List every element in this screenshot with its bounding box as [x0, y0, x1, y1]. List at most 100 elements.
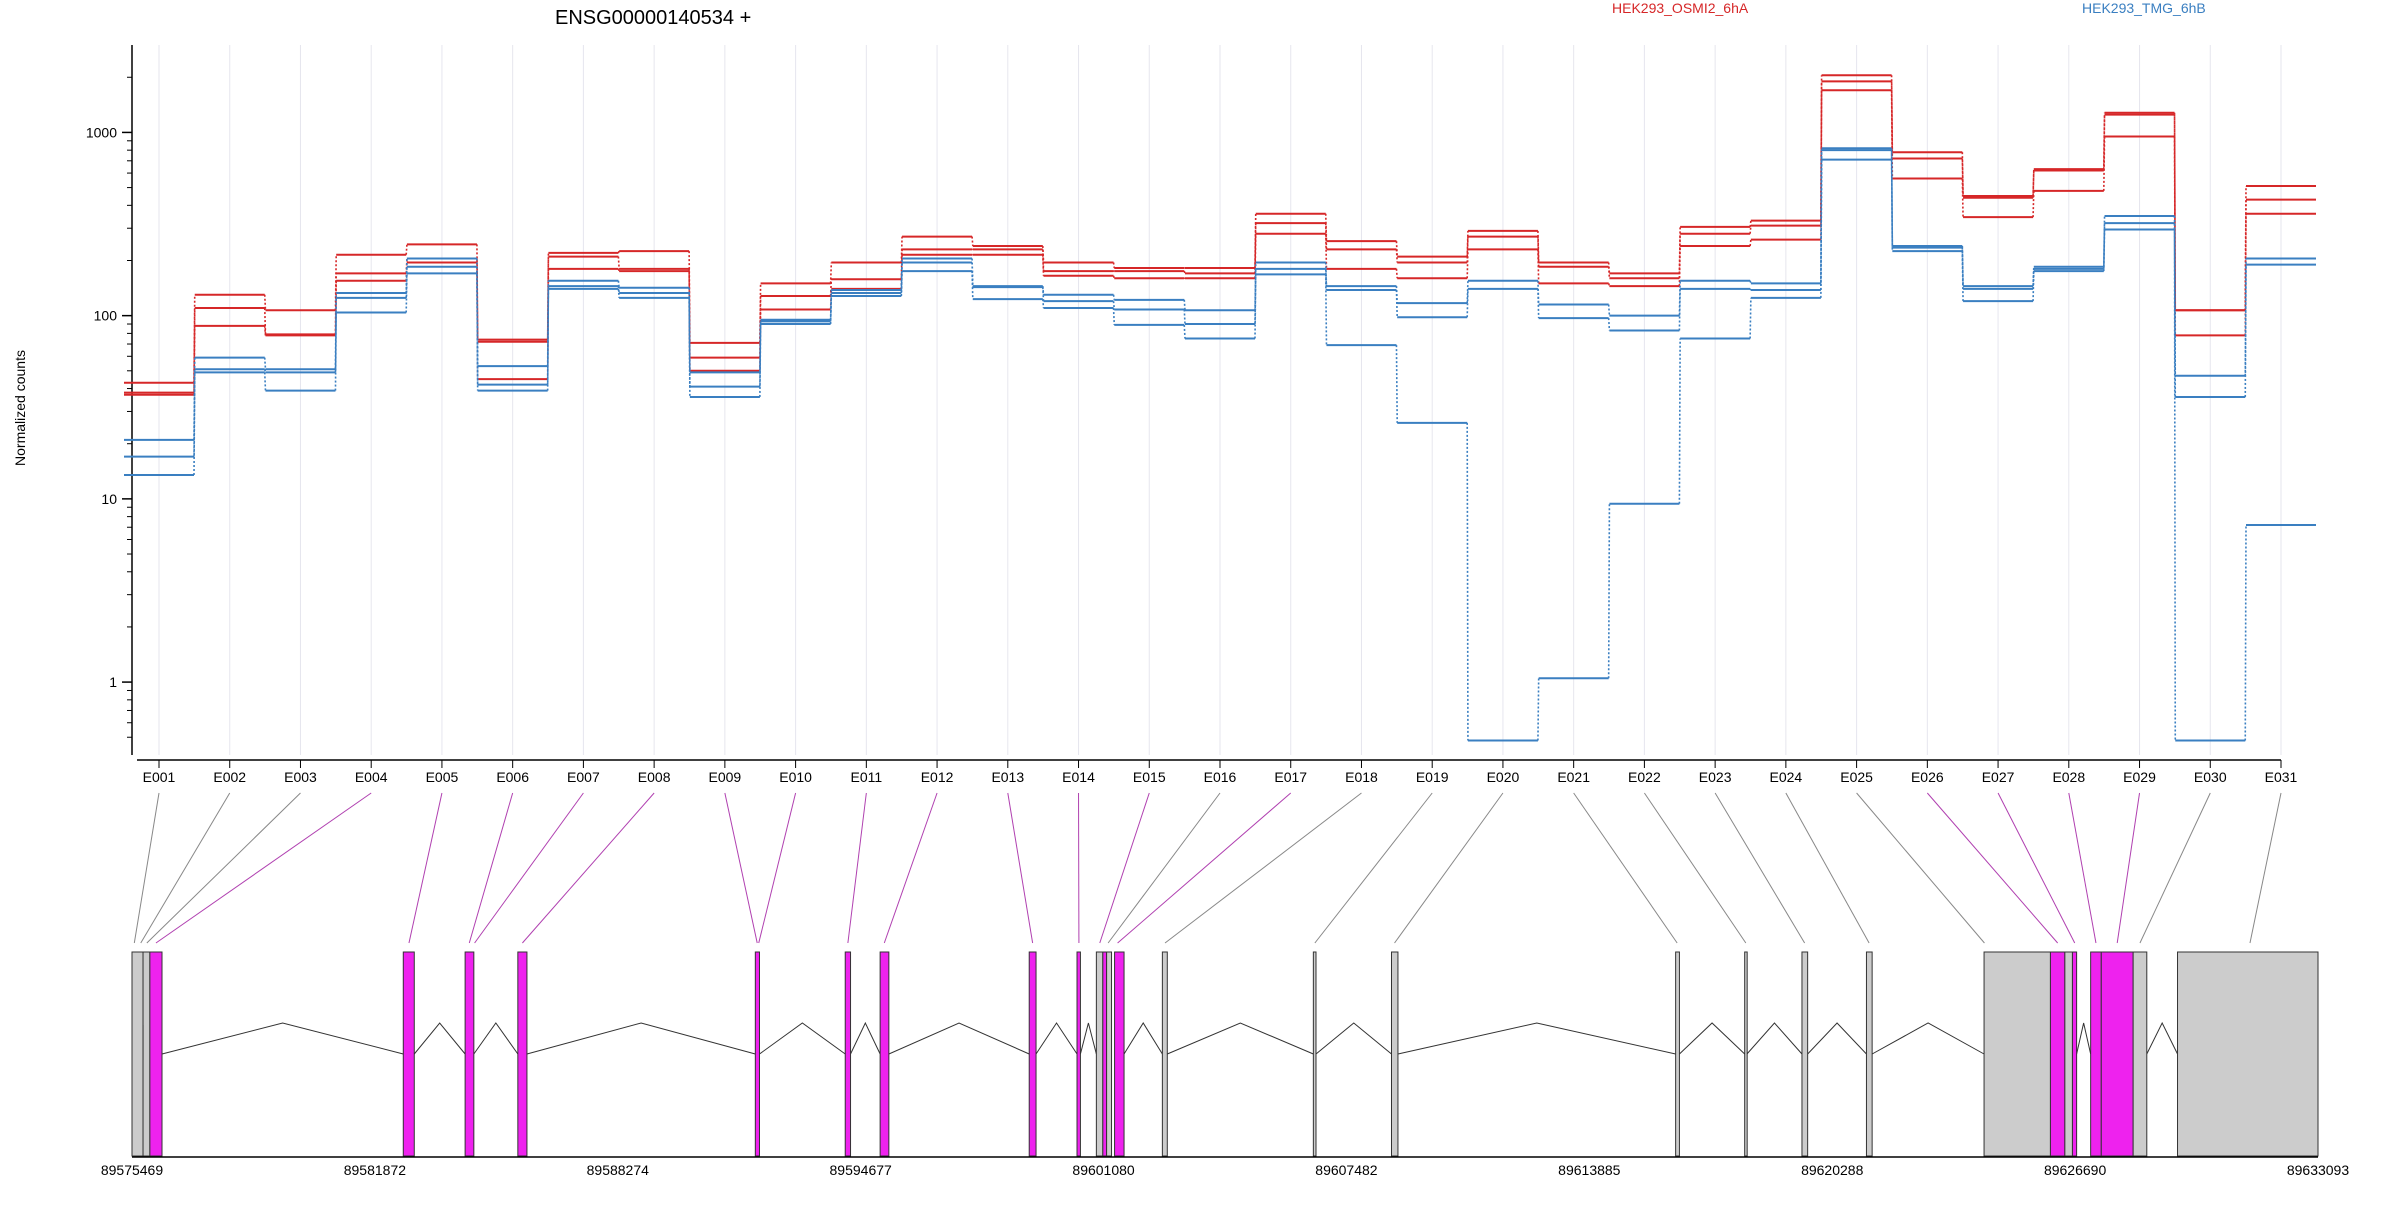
series-connector — [1538, 678, 1539, 740]
y-tick-label: 100 — [94, 308, 118, 324]
genome-tick-label: 89575469 — [101, 1162, 164, 1178]
x-tick-label: E009 — [709, 769, 742, 785]
series-connector — [1043, 299, 1044, 308]
bin-connector — [141, 793, 230, 943]
series-connector — [2245, 525, 2246, 740]
x-tick-label: E029 — [2123, 769, 2156, 785]
series-connector — [1750, 298, 1751, 339]
intron — [851, 1023, 881, 1054]
bin-connector — [2250, 793, 2281, 943]
series-connector — [1750, 221, 1751, 227]
legend-entry-tmg: HEK293_TMG_6hB — [2082, 0, 2206, 16]
intron — [1080, 1023, 1096, 1054]
x-tick-label: E005 — [426, 769, 459, 785]
series-connector — [1114, 276, 1115, 278]
bin-connector — [409, 793, 442, 943]
series-connector — [1396, 345, 1397, 423]
series-connector — [265, 295, 266, 310]
x-tick-label: E026 — [1911, 769, 1944, 785]
exon — [2133, 952, 2147, 1156]
intron — [2147, 1023, 2178, 1054]
exon-highlighted — [1029, 952, 1036, 1156]
bin-connector — [1644, 793, 1745, 943]
genome-tick-label: 89613885 — [1558, 1162, 1621, 1178]
exon-highlighted — [2101, 952, 2133, 1156]
series-connector — [618, 289, 619, 298]
intron — [1747, 1023, 1802, 1054]
grid-layer — [159, 45, 2281, 755]
x-tick-label: E019 — [1416, 769, 1449, 785]
series-connector — [1609, 305, 1610, 316]
series-connector — [1750, 240, 1751, 246]
series-connector — [1396, 249, 1397, 262]
x-tick-label: E011 — [850, 769, 882, 785]
x-tick-label: E023 — [1699, 769, 1732, 785]
exon-highlighted — [2050, 952, 2064, 1156]
exon-highlighted — [403, 952, 414, 1156]
y-tick-label: 1000 — [86, 124, 117, 140]
series-connector — [1609, 318, 1610, 330]
bin-connector — [2069, 793, 2096, 943]
exon — [1984, 952, 2050, 1156]
series-connector — [618, 251, 619, 253]
intron — [162, 1023, 403, 1054]
connector-layer — [134, 793, 2281, 943]
x-tick-label: E007 — [567, 769, 600, 785]
x-tick-label: E024 — [1770, 769, 1803, 785]
bin-connector — [1395, 793, 1503, 943]
legend-entry-osmi2: HEK293_OSMI2_6hA — [1612, 0, 1749, 16]
x-tick-label: E012 — [921, 769, 954, 785]
series-connector — [1396, 269, 1397, 278]
series-connector — [1396, 290, 1397, 317]
series-connector — [1609, 267, 1610, 279]
series-connector — [1114, 308, 1115, 325]
x-tick-label: E010 — [779, 769, 812, 785]
x-tick-label: E030 — [2194, 769, 2227, 785]
x-tick-label: E027 — [1982, 769, 2015, 785]
series-connector — [1184, 300, 1185, 310]
x-tick-label: E028 — [2052, 769, 2085, 785]
exon — [143, 952, 150, 1156]
exon — [1866, 952, 1872, 1156]
intron — [2077, 1023, 2091, 1054]
bin-connector — [1857, 793, 1985, 943]
x-tick-label: E013 — [991, 769, 1024, 785]
series-connector — [1467, 249, 1468, 278]
x-tick-label: E006 — [496, 769, 529, 785]
exon — [1802, 952, 1808, 1156]
exon — [1313, 952, 1316, 1156]
x-tick-label: E015 — [1133, 769, 1166, 785]
bin-connector — [522, 793, 654, 943]
series-connector — [972, 237, 973, 246]
genome-tick-label: 89633093 — [2287, 1162, 2350, 1178]
bin-connector — [1715, 793, 1804, 943]
intron — [1398, 1023, 1676, 1054]
intron — [1316, 1023, 1391, 1054]
genome-tick-label: 89588274 — [587, 1162, 650, 1178]
exon — [2065, 952, 2073, 1156]
bin-connector — [759, 793, 796, 943]
intron — [759, 1023, 845, 1054]
bin-connector — [1998, 793, 2075, 943]
intron — [889, 1023, 1029, 1054]
bin-connector — [2117, 793, 2139, 943]
exon — [132, 952, 143, 1156]
exon-highlighted — [2072, 952, 2076, 1156]
exon — [1107, 952, 1112, 1156]
exon-highlighted — [1103, 952, 1107, 1156]
exon — [1745, 952, 1748, 1156]
x-tick-label: E004 — [355, 769, 388, 785]
series-connector — [1184, 310, 1185, 325]
y-tick-label: 1 — [109, 674, 117, 690]
genome-tick-label: 89581872 — [344, 1162, 407, 1178]
series-connector — [265, 372, 266, 390]
exon — [1391, 952, 1397, 1156]
x-tick-label: E008 — [638, 769, 671, 785]
exon — [2178, 952, 2318, 1156]
bin-connector — [1118, 793, 1291, 943]
series-connector — [2175, 230, 2176, 741]
